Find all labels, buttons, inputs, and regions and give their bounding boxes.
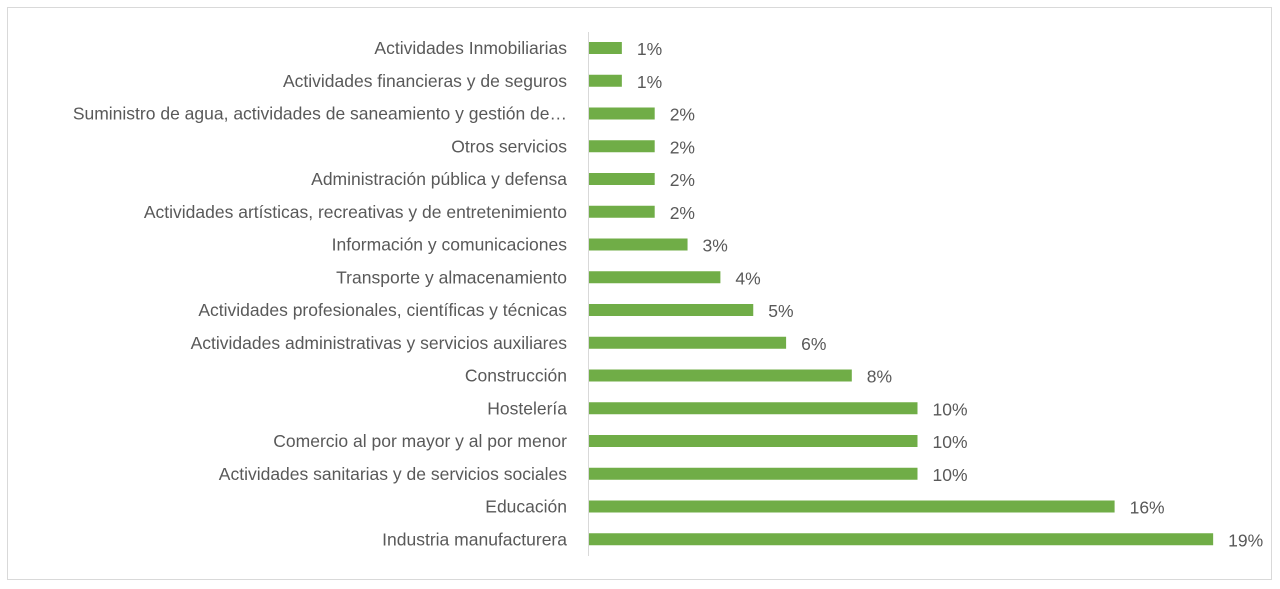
bar (589, 369, 852, 382)
data-label: 2% (670, 170, 695, 190)
data-label: 2% (670, 105, 695, 125)
bar (589, 74, 622, 87)
data-label: 8% (867, 367, 892, 387)
category-label: Transporte y almacenamiento (336, 267, 567, 287)
category-label: Actividades profesionales, científicas y… (198, 300, 567, 320)
data-label: 10% (933, 432, 968, 452)
data-label: 3% (703, 236, 728, 256)
category-label: Actividades administrativas y servicios … (191, 333, 568, 353)
data-label: 2% (670, 203, 695, 223)
chart-frame (7, 7, 1272, 580)
category-label: Actividades sanitarias y de servicios so… (219, 464, 567, 484)
category-label: Suministro de agua, actividades de sanea… (73, 104, 567, 124)
data-label: 6% (801, 334, 826, 354)
category-label: Industria manufacturera (382, 529, 567, 549)
data-label: 19% (1228, 530, 1263, 550)
category-label: Comercio al por mayor y al por menor (273, 431, 567, 451)
category-label: Información y comunicaciones (332, 235, 568, 255)
bar (589, 402, 918, 415)
data-label: 5% (768, 301, 793, 321)
category-label: Actividades artísticas, recreativas y de… (144, 202, 567, 222)
category-label: Educación (485, 497, 567, 517)
data-label: 2% (670, 137, 695, 157)
category-label: Actividades financieras y de seguros (283, 71, 567, 91)
data-label: 1% (637, 72, 662, 92)
category-label: Otros servicios (451, 136, 567, 156)
bar (589, 435, 918, 447)
data-label: 10% (933, 465, 968, 485)
data-label: 16% (1130, 498, 1165, 518)
bar (589, 107, 655, 120)
bar (589, 140, 655, 153)
bar (589, 271, 721, 284)
bar (589, 533, 1214, 546)
bar (589, 500, 1115, 513)
data-label: 1% (637, 39, 662, 59)
bar (589, 467, 918, 480)
bar (589, 304, 754, 316)
category-label: Construcción (465, 366, 567, 386)
category-label: Actividades Inmobiliarias (374, 38, 567, 58)
bar (589, 205, 655, 218)
category-label: Administración pública y defensa (311, 169, 567, 189)
bar (589, 336, 787, 349)
bar (589, 173, 655, 185)
data-label: 4% (735, 268, 760, 288)
category-label: Hostelería (487, 398, 567, 418)
bar (589, 238, 688, 251)
bar (589, 42, 622, 54)
data-label: 10% (933, 399, 968, 419)
